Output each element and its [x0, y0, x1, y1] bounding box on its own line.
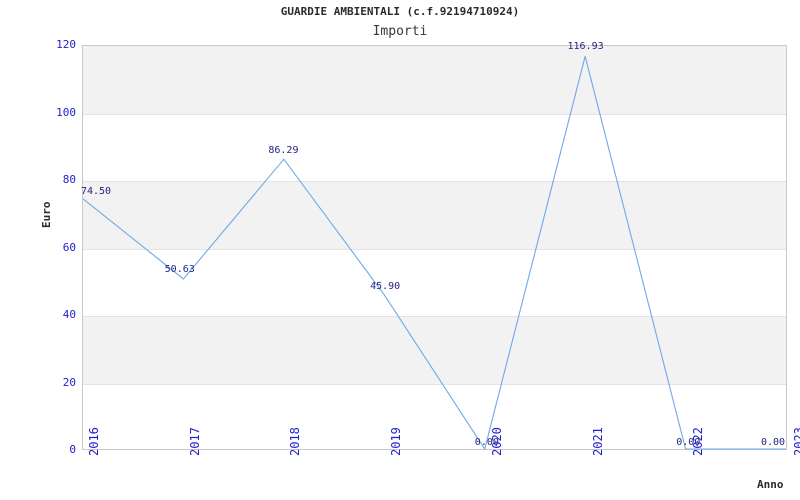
gridline — [83, 316, 786, 317]
x-axis-title: Anno — [757, 478, 784, 491]
x-tick-label: 2021 — [590, 427, 605, 456]
chart-title: GUARDIE AMBIENTALI (c.f.92194710924) — [280, 5, 520, 18]
y-tick-label: 60 — [62, 240, 76, 254]
chart-subtitle: Importi — [372, 24, 428, 39]
y-axis-ticks: 0 20 40 60 80 100 120 — [0, 38, 76, 456]
background-band — [83, 46, 786, 114]
x-tick-label: 2018 — [288, 427, 303, 456]
x-tick-label: 2016 — [87, 427, 101, 456]
y-tick-label: 100 — [56, 105, 76, 119]
y-tick-label: 0 — [69, 443, 76, 456]
x-tick-label: 2017 — [187, 427, 202, 456]
data-point-label: 0.00 — [474, 437, 499, 448]
gridline — [83, 383, 786, 385]
x-tick-label: 2019 — [389, 427, 404, 456]
data-point-label: 50.63 — [164, 264, 195, 276]
background-band — [83, 181, 786, 249]
gridline — [83, 113, 786, 115]
series-line-importi — [83, 46, 786, 449]
plot-area — [82, 45, 787, 450]
data-point-label: 116.93 — [567, 41, 604, 53]
data-point-label: 86.29 — [268, 144, 299, 156]
y-tick-label: 20 — [62, 375, 76, 389]
y-tick-label: 120 — [56, 38, 76, 51]
gridline — [83, 248, 786, 250]
y-tick-label: 80 — [62, 173, 76, 186]
y-tick-label: 40 — [62, 308, 76, 321]
data-point-label: 0.00 — [760, 437, 786, 448]
series-polyline — [83, 56, 786, 449]
data-point-label: 74.50 — [80, 185, 112, 197]
gridline — [83, 181, 786, 182]
data-point-label: 45.90 — [370, 281, 401, 293]
y-axis-title: Euro — [40, 201, 53, 229]
x-tick-label: 2023 — [792, 427, 800, 456]
data-point-label: 0.00 — [676, 437, 701, 448]
